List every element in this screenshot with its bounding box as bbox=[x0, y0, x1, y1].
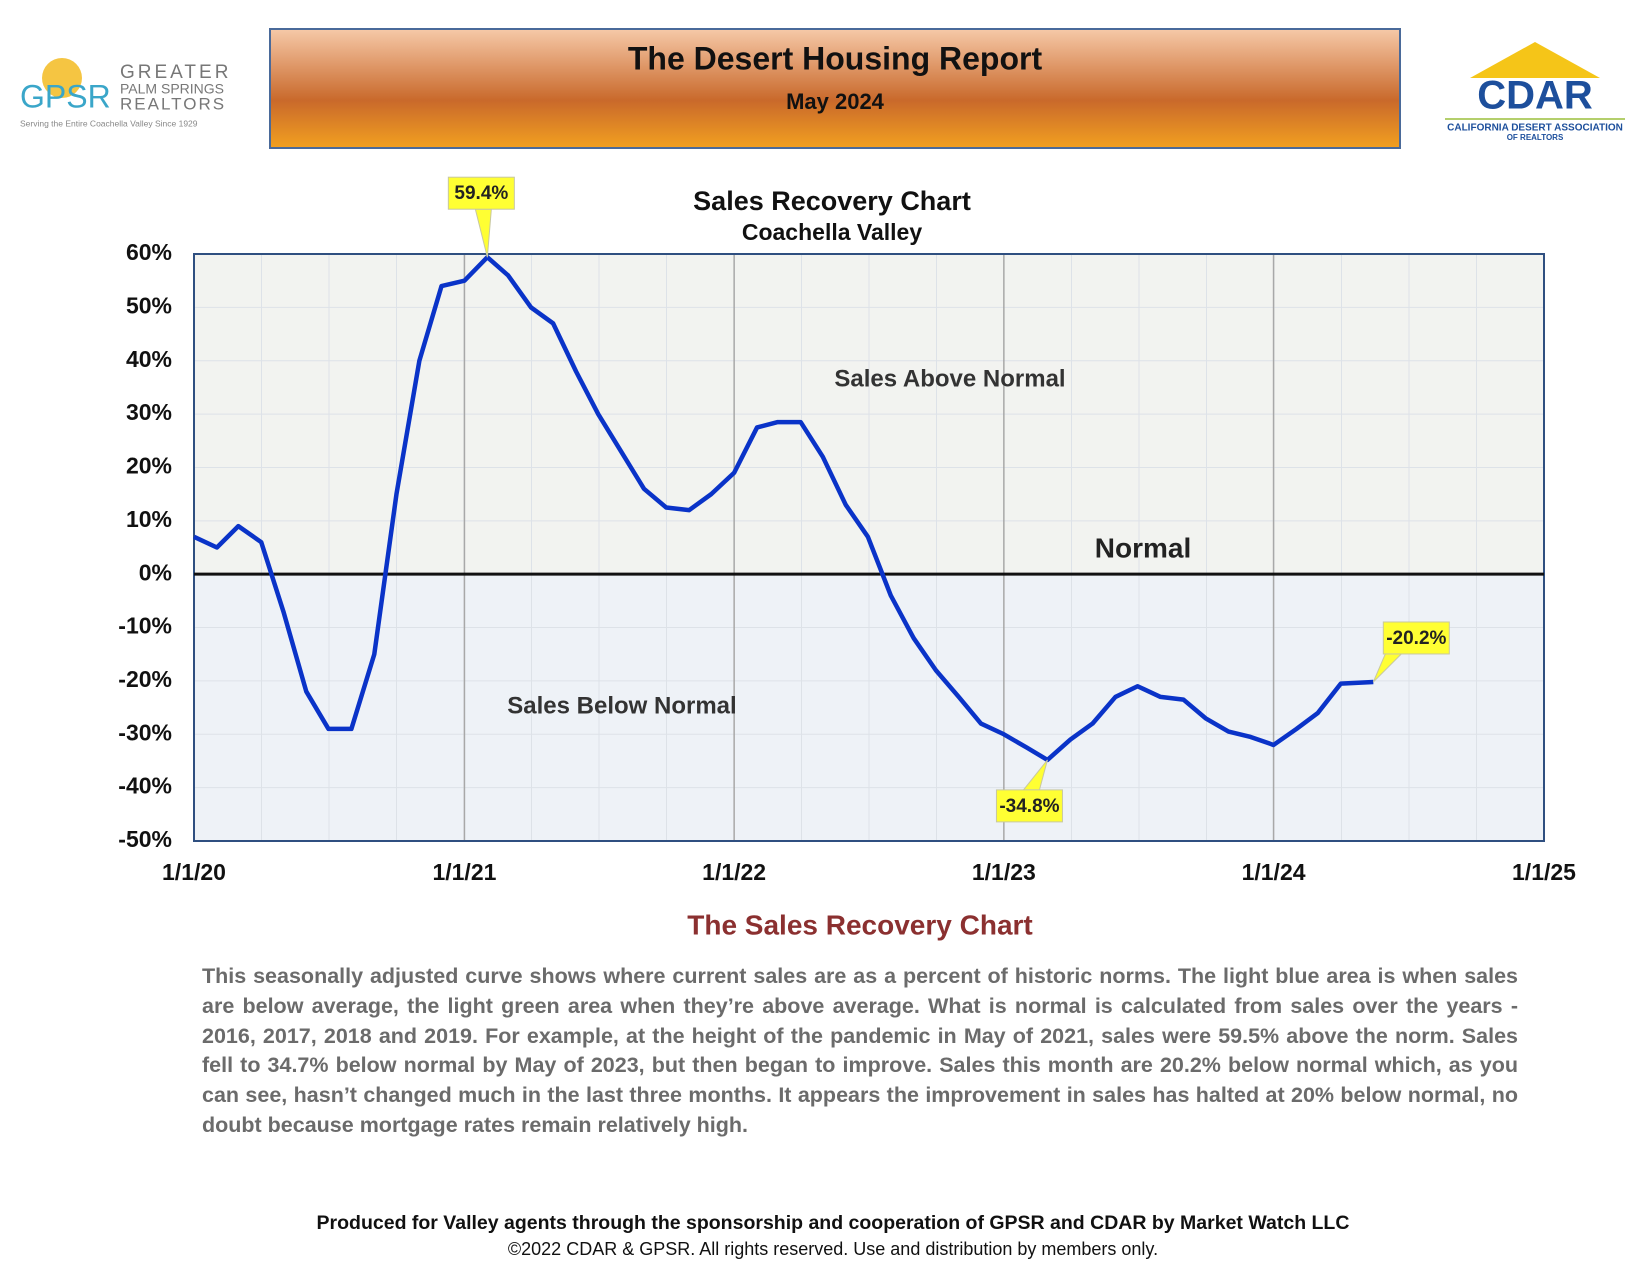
chart-subtitle: Coachella Valley bbox=[742, 219, 922, 245]
header-title: The Desert Housing Report bbox=[628, 40, 1043, 76]
x-tick-label: 1/1/25 bbox=[1512, 859, 1576, 885]
plot-border bbox=[193, 253, 1545, 842]
data-label: 59.4% bbox=[454, 183, 508, 204]
logo-sun bbox=[42, 58, 82, 98]
logo-name: CALIFORNIA DESERT ASSOCIATION bbox=[1447, 123, 1623, 134]
y-tick-label: 30% bbox=[126, 399, 172, 425]
logo-roof bbox=[1470, 42, 1600, 78]
y-tick-label: -30% bbox=[118, 719, 172, 745]
x-tick-label: 1/1/21 bbox=[432, 859, 496, 885]
caption-text: This seasonally adjusted curve shows whe… bbox=[202, 964, 1518, 1137]
logo-name: OF REALTORS bbox=[1507, 133, 1564, 142]
y-tick-label: 20% bbox=[126, 453, 172, 479]
logo-name: REALTORS bbox=[120, 94, 226, 113]
chart-title: Sales Recovery Chart bbox=[693, 186, 971, 216]
region-label: Sales Above Normal bbox=[834, 365, 1065, 392]
y-tick-label: 60% bbox=[126, 239, 172, 265]
callout-box bbox=[447, 176, 515, 210]
logo-name: GREATER bbox=[120, 62, 231, 83]
footer-line: ©2022 CDAR & GPSR. All rights reserved. … bbox=[508, 1239, 1158, 1259]
callout-box bbox=[995, 789, 1063, 823]
logo-name: PALM SPRINGS bbox=[120, 81, 224, 97]
data-label: -34.8% bbox=[999, 796, 1059, 817]
logo-tagline: Serving the Entire Coachella Valley Sinc… bbox=[20, 118, 198, 128]
y-tick-label: 0% bbox=[139, 559, 172, 585]
logo-mark: CDAR bbox=[1477, 74, 1593, 118]
x-tick-label: 1/1/23 bbox=[972, 859, 1036, 885]
logo-mark: GPSR bbox=[20, 78, 111, 114]
x-tick-label: 1/1/22 bbox=[702, 859, 766, 885]
callout-box bbox=[1382, 621, 1450, 655]
y-tick-label: 40% bbox=[126, 346, 172, 372]
plot: 60% 50% 40% 30% 20% 10% 0% -10% -20% -30% -40% -50%… bbox=[118, 176, 1576, 885]
y-tick-label: -10% bbox=[118, 613, 172, 639]
header-subtitle: May 2024 bbox=[786, 89, 885, 114]
callout-pointer bbox=[474, 208, 492, 258]
region-label: Normal bbox=[1095, 532, 1191, 563]
x-tick-label: 1/1/24 bbox=[1242, 859, 1306, 885]
y-tick-label: -20% bbox=[118, 666, 172, 692]
y-tick-label: 50% bbox=[126, 292, 172, 318]
y-tick-label: 10% bbox=[126, 506, 172, 532]
header-box bbox=[269, 28, 1401, 149]
footer-line: Produced for Valley agents through the s… bbox=[317, 1212, 1350, 1234]
y-tick-label: -50% bbox=[118, 826, 172, 852]
line bbox=[193, 254, 1374, 763]
region-label: Sales Below Normal bbox=[507, 692, 736, 719]
x-tick-label: 1/1/20 bbox=[162, 859, 226, 885]
y-tick-label: -40% bbox=[118, 773, 172, 799]
data-label: -20.2% bbox=[1386, 628, 1446, 649]
caption-title: The Sales Recovery Chart bbox=[687, 909, 1033, 940]
